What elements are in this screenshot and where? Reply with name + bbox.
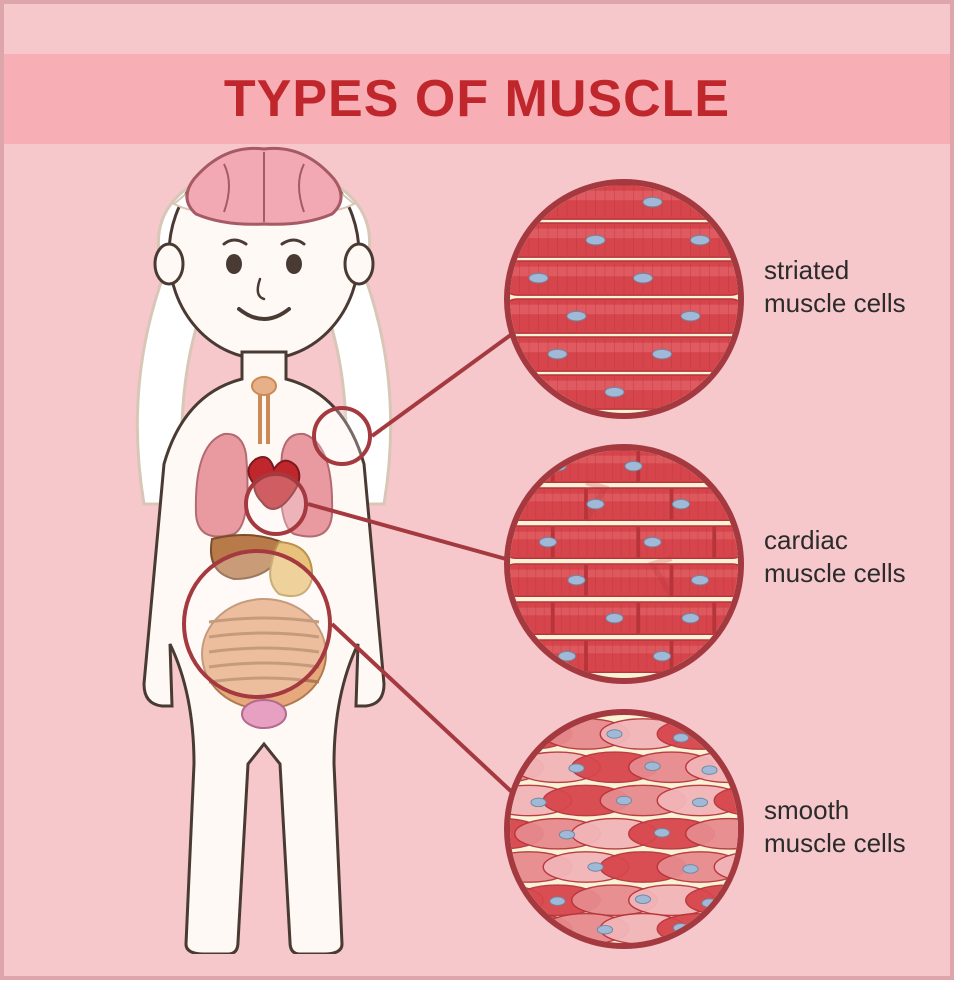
source-marker-2	[182, 549, 332, 699]
label-striated: striatedmuscle cells	[764, 254, 906, 319]
label-striated-line1: striated	[764, 254, 906, 287]
zoom-smooth	[504, 709, 744, 949]
label-cardiac-line2: muscle cells	[764, 557, 906, 590]
zoom-striated	[504, 179, 744, 419]
label-smooth-line2: muscle cells	[764, 827, 906, 860]
source-marker-0	[312, 406, 372, 466]
source-marker-1	[244, 472, 308, 536]
label-cardiac: cardiacmuscle cells	[764, 524, 906, 589]
infographic-canvas: TYPES OF MUSCLEstriatedmuscle cellscardi…	[0, 0, 954, 980]
label-cardiac-line1: cardiac	[764, 524, 906, 557]
zoom-cardiac	[504, 444, 744, 684]
human-body-figure	[74, 124, 454, 954]
label-striated-line2: muscle cells	[764, 287, 906, 320]
title-text: TYPES OF MUSCLE	[224, 69, 730, 129]
label-smooth-line1: smooth	[764, 794, 906, 827]
label-smooth: smoothmuscle cells	[764, 794, 906, 859]
